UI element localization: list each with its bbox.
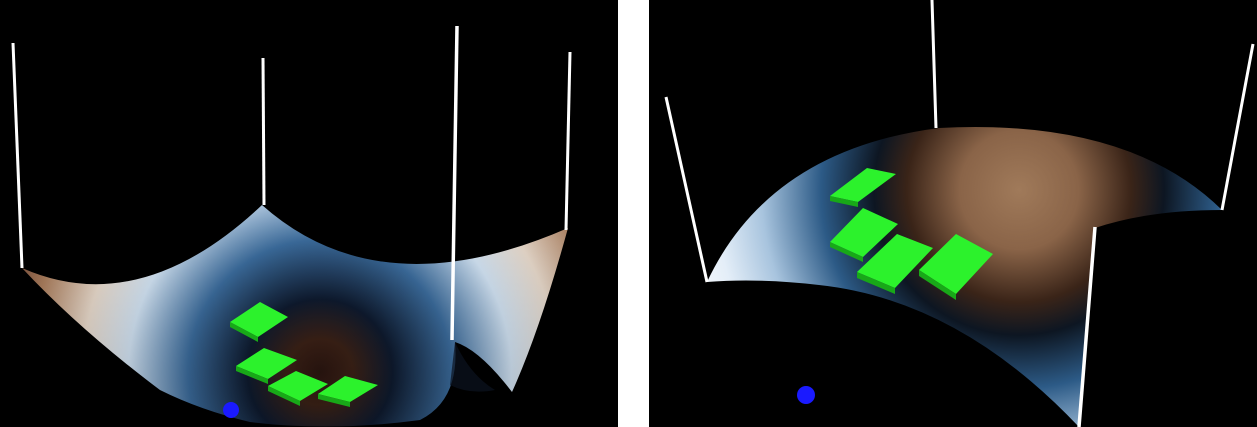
tile [857, 234, 933, 294]
convex-surface-canvas [664, 0, 1255, 427]
pole [11, 42, 24, 269]
pole [450, 25, 459, 341]
tile [919, 234, 993, 300]
tile [318, 376, 378, 407]
pole [664, 96, 709, 283]
pole [564, 51, 572, 231]
tile [236, 348, 297, 384]
tile [268, 371, 328, 406]
convex-surface-view [649, 0, 1257, 427]
pole [1220, 43, 1255, 211]
marker-dot [797, 386, 815, 404]
surface-fold [450, 342, 495, 392]
pole [1077, 226, 1097, 427]
concave-surface-view [0, 0, 618, 427]
pole [930, 0, 938, 129]
marker-dot [223, 402, 239, 418]
tile [230, 302, 288, 342]
tile [830, 208, 898, 262]
concave-surface-canvas [11, 25, 572, 427]
pole [261, 57, 266, 206]
tile [830, 168, 896, 207]
